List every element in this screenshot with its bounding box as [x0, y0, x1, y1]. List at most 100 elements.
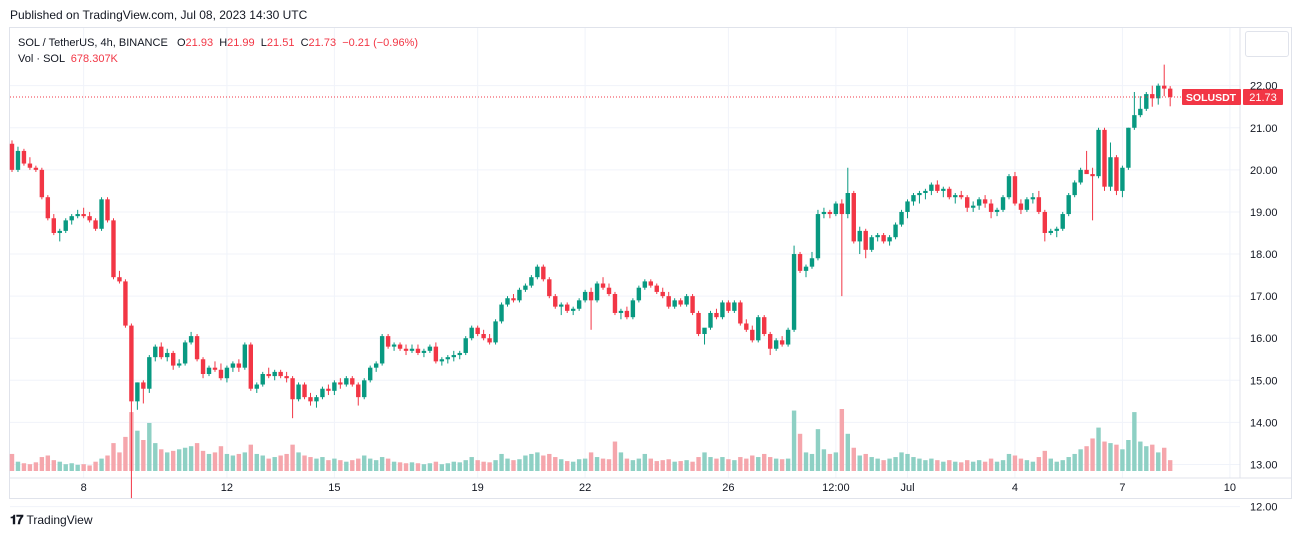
- volume-bar: [702, 452, 707, 471]
- volume-bar: [970, 461, 976, 471]
- volume-bar: [302, 455, 307, 471]
- x-tick-label: 12:00: [822, 482, 850, 494]
- volume-bar: [1000, 460, 1006, 471]
- price-axis: 12.00 13.00 14.00 15.00 16.00 17.00 18.00 19.00…: [1250, 81, 1278, 514]
- volume-bar: [99, 458, 104, 471]
- candle-body: [260, 373, 265, 385]
- candle-body: [362, 380, 367, 398]
- volume-bar: [565, 461, 570, 471]
- volume-bar: [206, 453, 212, 471]
- published-note: Published on TradingView.com, Jul 08, 20…: [10, 8, 308, 22]
- candle-body: [559, 304, 564, 307]
- tradingview-logo[interactable]: 𝟏𝟕 TradingView: [10, 512, 93, 528]
- candle-body: [368, 367, 373, 381]
- candle-body: [994, 209, 1000, 212]
- volume-bar: [941, 461, 946, 471]
- volume-bar: [493, 460, 498, 471]
- volume-bar: [803, 452, 809, 471]
- candle-body: [505, 298, 510, 305]
- candle-body: [1072, 182, 1077, 196]
- candle-body: [1078, 169, 1083, 183]
- candle-body: [457, 352, 462, 356]
- low-label: L: [260, 37, 267, 49]
- candle-body: [947, 188, 952, 198]
- volume-bar: [1108, 443, 1113, 471]
- candle-body: [87, 216, 92, 221]
- candle-body: [672, 300, 677, 307]
- volume-bar: [684, 460, 689, 471]
- candle-body: [9, 143, 15, 170]
- volume-bar: [326, 460, 331, 471]
- price-candles: [9, 64, 1173, 499]
- volume-bar: [481, 461, 486, 471]
- candle-body: [463, 338, 468, 353]
- candle-body: [123, 281, 128, 326]
- volume-bar: [875, 458, 880, 471]
- candle-body: [1024, 199, 1030, 210]
- volume-bar: [1132, 412, 1137, 471]
- candle-body: [188, 336, 194, 343]
- volume-bar: [511, 460, 516, 471]
- candle-body: [1156, 85, 1161, 99]
- volume-bar: [1150, 444, 1155, 471]
- volume-bar: [188, 446, 194, 471]
- volume-bar: [767, 457, 773, 471]
- candle-body: [1000, 197, 1006, 210]
- candle-body: [773, 340, 779, 349]
- volume-bar: [505, 458, 510, 471]
- symbol-label[interactable]: SOL / TetherUS, 4h, BINANCE: [18, 37, 168, 49]
- candle-body: [809, 258, 815, 267]
- volume-bar: [212, 452, 218, 471]
- volume-bar: [63, 464, 68, 471]
- volume-bar: [123, 436, 128, 471]
- candle-body: [851, 193, 856, 242]
- volume-bar: [320, 457, 325, 471]
- volume-bar: [738, 457, 743, 471]
- volume-bar: [344, 461, 349, 471]
- candle-body: [535, 266, 540, 278]
- volume-bar: [851, 447, 856, 471]
- volume-bar: [630, 460, 636, 471]
- open-value: 21.93: [185, 37, 214, 49]
- volume-bar: [272, 457, 277, 471]
- volume-bar: [379, 457, 385, 471]
- volume-bar: [827, 453, 833, 471]
- volume-bar: [839, 409, 845, 471]
- volume-bar: [696, 457, 701, 471]
- volume-bar: [87, 465, 92, 471]
- volume-bar: [1066, 457, 1071, 471]
- volume-bar: [368, 458, 373, 471]
- candle-body: [1096, 129, 1101, 177]
- volume-bar: [105, 455, 110, 471]
- volume-label[interactable]: Vol · SOL: [18, 53, 65, 65]
- volume-bar: [1084, 446, 1089, 471]
- volume-bar: [314, 458, 319, 471]
- candle-body: [911, 195, 916, 202]
- y-tick-label: 19.00: [1250, 207, 1278, 219]
- volume-bar: [959, 462, 964, 471]
- candle-body: [738, 302, 743, 324]
- volume-bar: [869, 457, 874, 471]
- volume-bar: [642, 453, 648, 471]
- scale-settings-button[interactable]: [1245, 31, 1289, 57]
- volume-bar: [415, 463, 421, 471]
- candle-body: [690, 296, 695, 313]
- volume-bar: [165, 452, 170, 471]
- candle-body: [296, 384, 301, 400]
- candle-body: [899, 211, 904, 225]
- candle-body: [99, 199, 104, 229]
- candle-body: [21, 150, 27, 164]
- volume-bar: [463, 460, 468, 471]
- candle-body: [588, 291, 594, 301]
- volume-bar: [947, 460, 952, 471]
- volume-bar: [362, 455, 367, 471]
- candle-body: [953, 195, 958, 198]
- candle-body: [1090, 174, 1095, 177]
- volume-bar: [39, 457, 45, 471]
- candle-body: [1108, 157, 1113, 187]
- candle-body: [767, 334, 773, 349]
- volume-bar: [159, 449, 164, 471]
- volume-bar: [797, 433, 803, 471]
- volume-bar: [266, 458, 271, 471]
